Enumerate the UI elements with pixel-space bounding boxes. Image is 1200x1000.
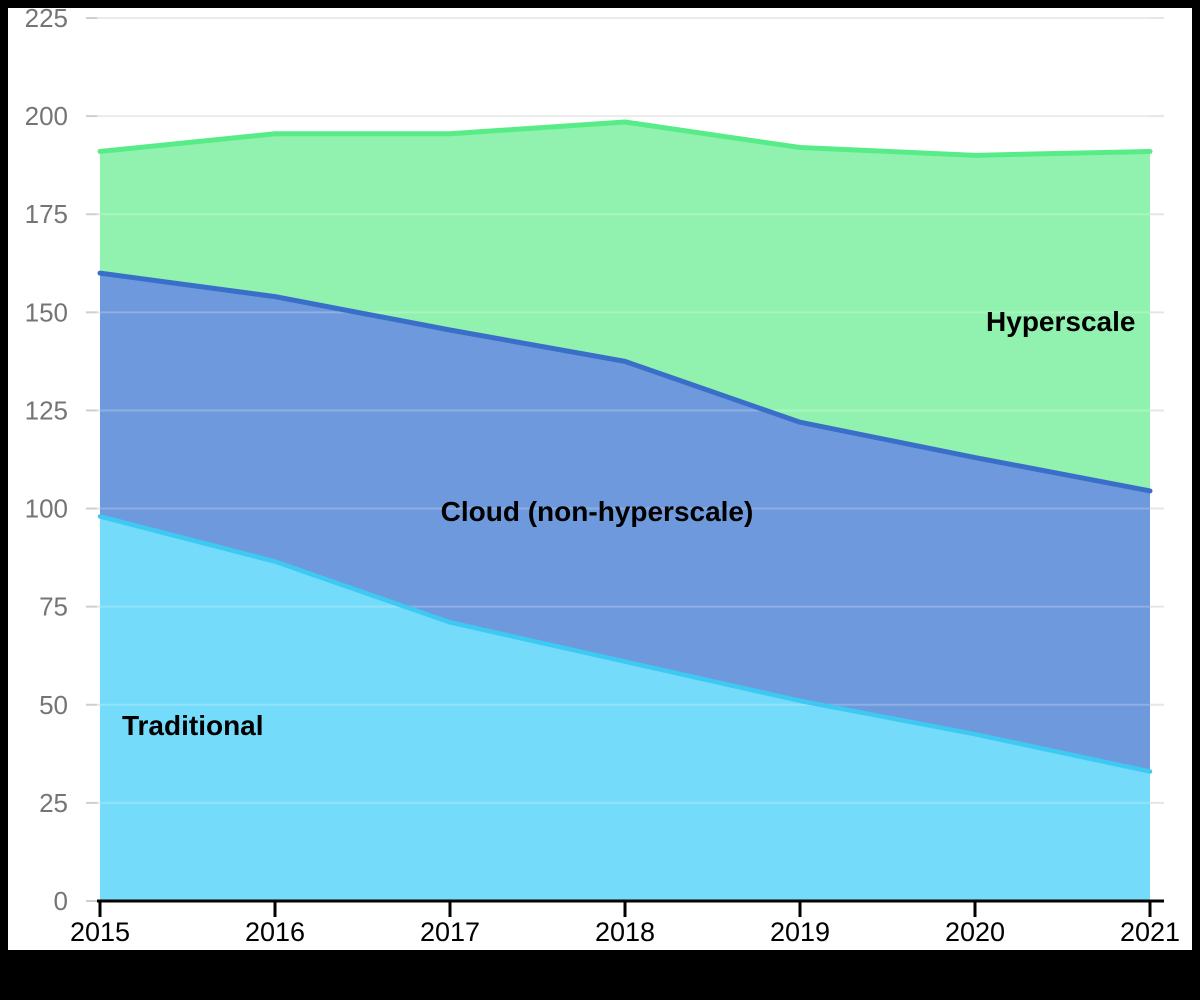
y-tick-label-150: 150	[25, 297, 68, 327]
y-tick-label-225: 225	[25, 3, 68, 33]
y-tick-label-25: 25	[39, 788, 68, 818]
x-tick-label-2018: 2018	[595, 917, 655, 947]
y-tick-label-125: 125	[25, 395, 68, 425]
x-tick-label-2016: 2016	[245, 917, 305, 947]
series-label-hyperscale: Hyperscale	[986, 306, 1135, 337]
series-label-traditional: Traditional	[122, 710, 264, 741]
y-tick-label-200: 200	[25, 101, 68, 131]
y-tick-label-0: 0	[54, 886, 68, 916]
x-tick-label-2020: 2020	[945, 917, 1005, 947]
area-hyperscale	[100, 121, 1150, 491]
area-cloud-non-hyperscale	[100, 273, 1150, 772]
y-tick-label-50: 50	[39, 690, 68, 720]
boundary-line-traditional	[97, 514, 1153, 774]
y-tick-label-100: 100	[25, 494, 68, 524]
y-tick-label-175: 175	[25, 199, 68, 229]
x-tick-label-2019: 2019	[770, 917, 830, 947]
area-traditional	[100, 516, 1150, 901]
boundary-line-cloud-non-hyperscale	[97, 270, 1153, 494]
x-tick-label-2017: 2017	[420, 917, 480, 947]
series-label-cloud-non-hyperscale: Cloud (non-hyperscale)	[441, 496, 754, 527]
x-tick-label-2015: 2015	[70, 917, 130, 947]
boundary-line-hyperscale	[97, 119, 1153, 158]
y-tick-label-75: 75	[39, 592, 68, 622]
x-tick-label-2021: 2021	[1120, 917, 1180, 947]
